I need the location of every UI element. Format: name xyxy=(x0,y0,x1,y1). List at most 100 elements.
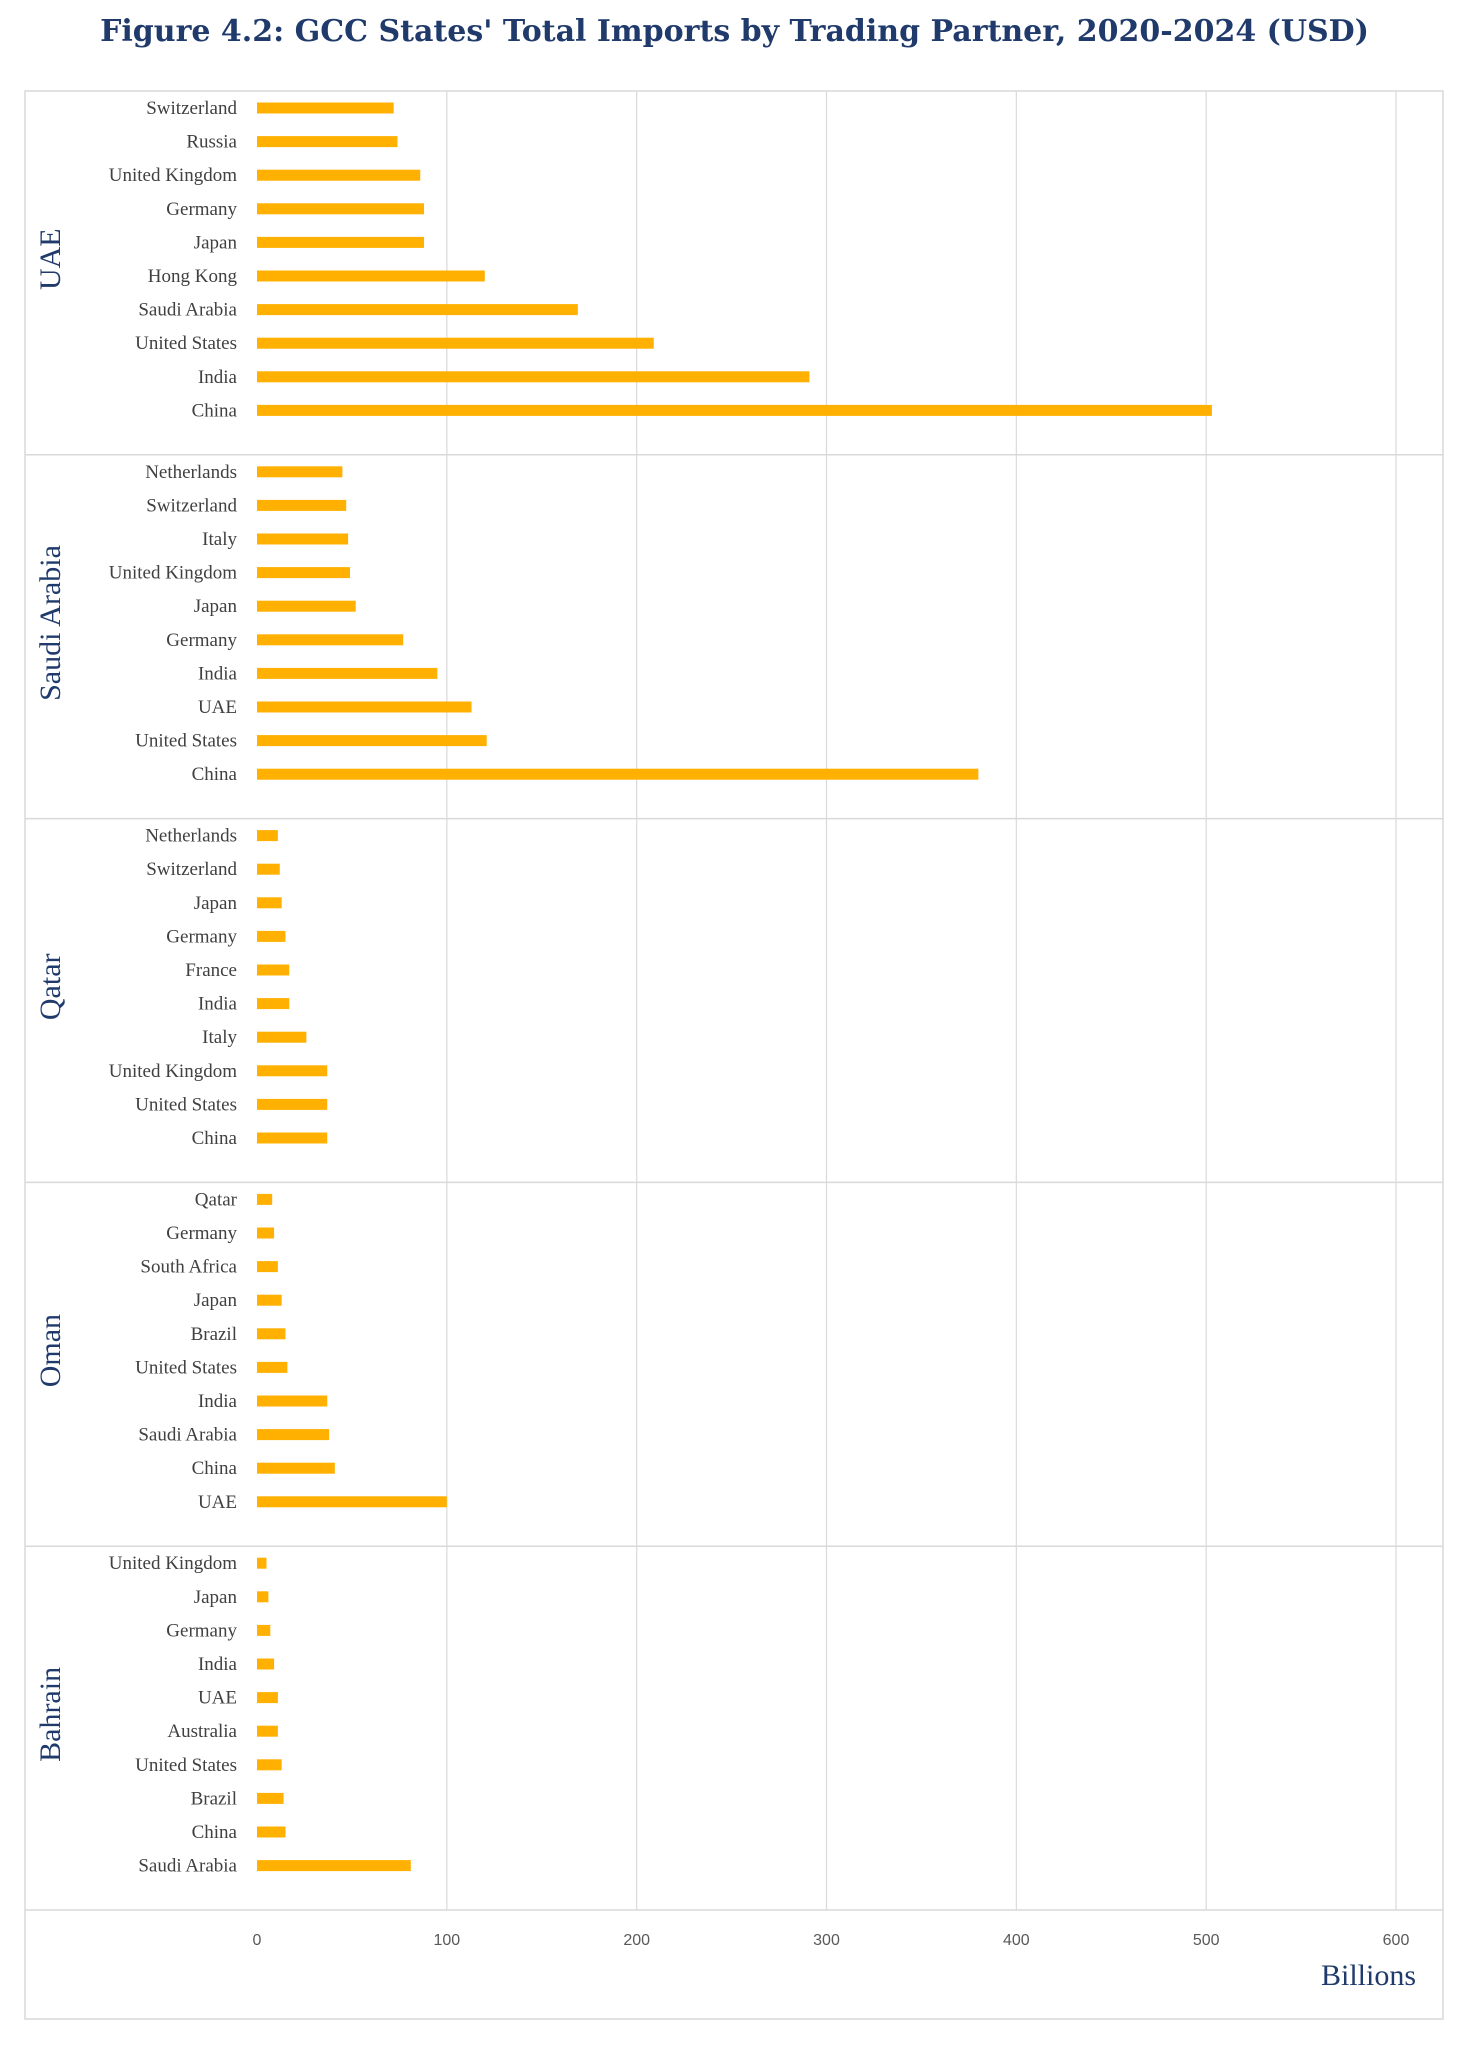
category-label: Germany xyxy=(166,199,237,220)
x-tick-label: 200 xyxy=(623,1932,650,1949)
bar xyxy=(257,998,290,1010)
category-label: UAE xyxy=(198,1492,237,1513)
bar xyxy=(257,567,351,579)
category-label: Hong Kong xyxy=(148,266,238,287)
bar xyxy=(257,1132,328,1144)
category-label: Japan xyxy=(194,232,238,253)
bar xyxy=(257,768,979,780)
category-label: Australia xyxy=(167,1721,237,1742)
bar xyxy=(257,102,394,114)
panel-oman: Oman Qatar Germany South Africa Japan Brazil U… xyxy=(25,1181,1443,1513)
bar xyxy=(257,1496,447,1508)
panel-label: Oman xyxy=(34,1314,67,1387)
x-axis-title: Billions xyxy=(1321,1959,1416,1992)
bar xyxy=(257,701,472,713)
category-label: Netherlands xyxy=(145,462,237,483)
bar xyxy=(257,1591,269,1603)
category-label: China xyxy=(192,1128,238,1149)
bar xyxy=(257,337,654,349)
bar xyxy=(257,1294,282,1306)
x-tick-label: 600 xyxy=(1383,1932,1410,1949)
bar xyxy=(257,1759,282,1771)
category-label: Switzerland xyxy=(146,495,237,516)
category-label: United States xyxy=(135,1755,237,1776)
category-label: United Kingdom xyxy=(109,563,237,584)
category-label: UAE xyxy=(198,1688,237,1709)
category-label: United Kingdom xyxy=(109,1553,237,1574)
panel-label: Bahrain xyxy=(34,1667,67,1762)
bar xyxy=(257,1860,411,1872)
x-axis-ticks: 0 100 200 300 400 500 600 xyxy=(253,1932,1410,1949)
category-label: Germany xyxy=(166,926,237,947)
bar xyxy=(257,1328,286,1340)
category-label: Brazil xyxy=(191,1788,237,1809)
category-label: Netherlands xyxy=(145,826,237,847)
bar xyxy=(257,270,485,282)
bar xyxy=(257,1692,278,1704)
category-label: Switzerland xyxy=(146,859,237,880)
category-label: Qatar xyxy=(195,1189,238,1210)
category-label: China xyxy=(192,1458,238,1479)
category-label: Saudi Arabia xyxy=(138,1425,237,1446)
bar xyxy=(257,1624,271,1636)
category-label: Italy xyxy=(202,1027,237,1048)
panels: UAE Switzerland Russia United Kingdom German… xyxy=(25,98,1443,1911)
category-label: Japan xyxy=(194,893,238,914)
plot-frame xyxy=(24,90,1444,2020)
category-label: United Kingdom xyxy=(109,165,237,186)
bar xyxy=(257,1395,328,1407)
bar xyxy=(257,1227,275,1239)
panel-label: UAE xyxy=(34,228,67,290)
panel-uae: UAE Switzerland Russia United Kingdom German… xyxy=(34,98,1212,421)
category-label: Germany xyxy=(166,1223,237,1244)
category-label: Saudi Arabia xyxy=(138,1856,237,1877)
category-label: Brazil xyxy=(191,1324,237,1345)
bar xyxy=(257,1826,286,1838)
gridlines xyxy=(446,91,1397,1910)
bar xyxy=(257,1429,330,1441)
x-tick-label: 300 xyxy=(813,1932,840,1949)
category-label: India xyxy=(198,1391,238,1412)
category-label: India xyxy=(198,994,238,1015)
bar xyxy=(257,930,286,942)
bar xyxy=(257,897,282,909)
bar xyxy=(257,1462,335,1474)
x-tick-label: 400 xyxy=(1003,1932,1030,1949)
category-label: United States xyxy=(135,1094,237,1115)
bar xyxy=(257,634,404,646)
panel-bahrain: Bahrain United Kingdom Japan Germany India UA… xyxy=(25,1545,1443,1877)
category-label: UAE xyxy=(198,697,237,718)
bar xyxy=(257,203,425,215)
bar xyxy=(257,1725,278,1737)
bar xyxy=(257,1098,328,1110)
bar xyxy=(257,1792,284,1804)
category-label: China xyxy=(192,1822,238,1843)
category-label: United States xyxy=(135,731,237,752)
category-label: India xyxy=(198,663,238,684)
category-label: Germany xyxy=(166,630,237,651)
bar xyxy=(257,830,278,842)
bar xyxy=(257,371,810,383)
bar xyxy=(257,1261,278,1273)
bar xyxy=(257,964,290,976)
category-label: China xyxy=(192,400,238,421)
category-label: Switzerland xyxy=(146,98,237,119)
category-label: Japan xyxy=(194,1290,238,1311)
panel-label: Qatar xyxy=(34,953,67,1020)
bar xyxy=(257,600,356,612)
chart-title: Figure 4.2: GCC States' Total Imports by… xyxy=(100,14,1369,49)
category-label: Russia xyxy=(186,132,237,153)
category-label: India xyxy=(198,1654,238,1675)
bar xyxy=(257,533,349,545)
x-tick-label: 500 xyxy=(1193,1932,1220,1949)
category-label: Germany xyxy=(166,1620,237,1641)
panel-label: Saudi Arabia xyxy=(34,545,67,701)
category-label: Italy xyxy=(202,529,237,550)
bar xyxy=(257,667,438,679)
bar xyxy=(257,1031,307,1043)
x-tick-label: 0 xyxy=(253,1932,262,1949)
bar xyxy=(257,499,347,511)
category-label: South Africa xyxy=(140,1257,237,1278)
bar xyxy=(257,1065,328,1077)
